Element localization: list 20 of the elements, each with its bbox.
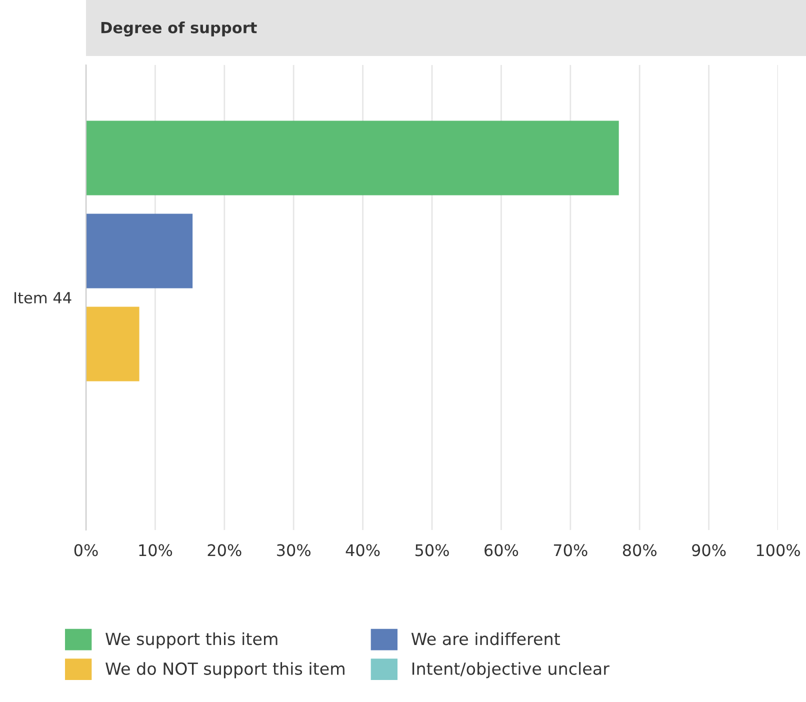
legend-label: We do NOT support this item bbox=[106, 662, 344, 678]
bar bbox=[86, 120, 619, 196]
x-tick-label: 60% bbox=[484, 544, 518, 556]
x-tick-label: 50% bbox=[415, 544, 449, 556]
legend-label: Intent/objective unclear bbox=[412, 662, 610, 678]
x-tick-label: 70% bbox=[554, 544, 588, 556]
bar bbox=[86, 306, 140, 382]
x-tick-label: 0% bbox=[74, 544, 98, 556]
x-tick-label: 30% bbox=[277, 544, 310, 556]
y-tick-label: Item 44 bbox=[14, 292, 72, 304]
x-tick-label: 10% bbox=[139, 544, 172, 556]
x-tick-label: 90% bbox=[692, 544, 726, 556]
x-tick-label: 100% bbox=[756, 544, 800, 556]
legend-label: We are indifferent bbox=[411, 632, 560, 646]
x-tick-label: 20% bbox=[208, 544, 242, 556]
bar bbox=[86, 214, 193, 288]
x-tick-label: 80% bbox=[622, 544, 656, 556]
chart-title: Degree of support bbox=[101, 22, 257, 36]
legend-label: We support this item bbox=[106, 632, 278, 648]
x-tick-label: 40% bbox=[346, 544, 380, 556]
